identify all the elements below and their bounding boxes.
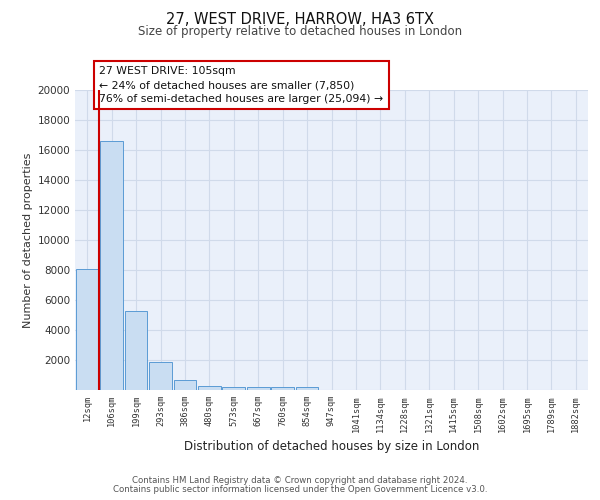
Y-axis label: Number of detached properties: Number of detached properties — [23, 152, 33, 328]
Bar — [173, 380, 196, 390]
Bar — [149, 362, 172, 390]
Bar — [271, 387, 294, 390]
Bar — [247, 387, 269, 390]
Bar — [223, 386, 245, 390]
Text: 27 WEST DRIVE: 105sqm
← 24% of detached houses are smaller (7,850)
76% of semi-d: 27 WEST DRIVE: 105sqm ← 24% of detached … — [100, 66, 383, 104]
Text: Contains HM Land Registry data © Crown copyright and database right 2024.: Contains HM Land Registry data © Crown c… — [132, 476, 468, 485]
X-axis label: Distribution of detached houses by size in London: Distribution of detached houses by size … — [184, 440, 479, 453]
Text: 27, WEST DRIVE, HARROW, HA3 6TX: 27, WEST DRIVE, HARROW, HA3 6TX — [166, 12, 434, 28]
Bar — [76, 268, 98, 390]
Text: Contains public sector information licensed under the Open Government Licence v3: Contains public sector information licen… — [113, 484, 487, 494]
Bar — [198, 386, 221, 390]
Text: Size of property relative to detached houses in London: Size of property relative to detached ho… — [138, 25, 462, 38]
Bar — [125, 310, 148, 390]
Bar — [296, 388, 319, 390]
Bar — [100, 141, 123, 390]
